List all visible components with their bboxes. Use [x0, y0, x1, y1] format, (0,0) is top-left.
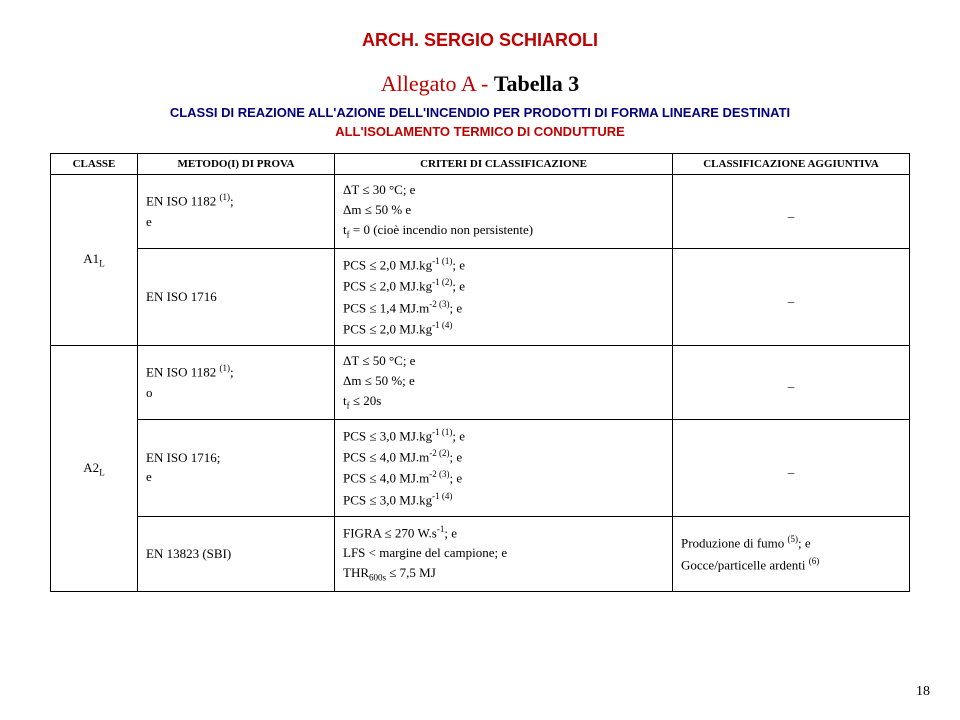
col-header-criteri: CRITERI DI CLASSIFICAZIONE [335, 154, 673, 175]
title-part1: Allegato A - [381, 71, 494, 96]
metodo-r3-sup: (1) [220, 363, 231, 373]
cell-classe-a1: A1L [51, 175, 138, 346]
crit-r4-3t: ; e [450, 471, 463, 486]
cell-extra-r3: _ [673, 345, 910, 419]
classe-a2-text: A2 [83, 460, 99, 475]
crit-r1-3b: = 0 (cioè incendio non persistente) [350, 222, 534, 237]
crit-r1-2: Δm ≤ 50 % e [343, 202, 664, 219]
classification-table: CLASSE METODO(I) DI PROVA CRITERI DI CLA… [50, 153, 910, 592]
extra-r5-1t: ; e [798, 536, 811, 551]
metodo-r3-tail: ; [230, 365, 234, 380]
crit-r3-3b: ≤ 20s [350, 393, 382, 408]
document-title: Allegato A - Tabella 3 [50, 71, 910, 97]
crit-r5-2: LFS < margine del campione; e [343, 545, 664, 562]
col-header-extra: CLASSIFICAZIONE AGGIUNTIVA [673, 154, 910, 175]
crit-r4-2s: -2 (2) [429, 448, 449, 458]
col-header-classe: CLASSE [51, 154, 138, 175]
crit-r2-3t: ; e [450, 300, 463, 315]
table-row: EN 13823 (SBI) FIGRA ≤ 270 W.s-1; e LFS … [51, 516, 910, 591]
crit-r2-3s: -2 (3) [429, 299, 449, 309]
metodo-r1-b: e [146, 214, 326, 231]
crit-r2-1s: -1 (1) [432, 256, 452, 266]
crit-r1-1: ΔT ≤ 30 °C; e [343, 182, 664, 199]
crit-r3-1: ΔT ≤ 50 °C; e [343, 353, 664, 370]
crit-r5-3b: ≤ 7,5 MJ [386, 565, 436, 580]
crit-r4-2t: ; e [450, 450, 463, 465]
metodo-r3-a: EN ISO 1182 [146, 365, 220, 380]
cell-metodo-r3: EN ISO 1182 (1); o [138, 345, 335, 419]
table-row: A1L EN ISO 1182 (1); e ΔT ≤ 30 °C; e Δm … [51, 175, 910, 249]
metodo-r1-a: EN ISO 1182 [146, 194, 220, 209]
subtitle-line2: ALL'ISOLAMENTO TERMICO DI CONDUTTURE [50, 124, 910, 139]
subtitle-line1: CLASSI DI REAZIONE ALL'AZIONE DELL'INCEN… [50, 105, 910, 120]
cell-metodo-r4: EN ISO 1716; e [138, 420, 335, 517]
crit-r4-4a: PCS ≤ 3,0 MJ.kg [343, 492, 432, 507]
crit-r4-3a: PCS ≤ 4,0 MJ.m [343, 471, 429, 486]
metodo-r3-b: o [146, 385, 326, 402]
col-header-metodo: METODO(I) DI PROVA [138, 154, 335, 175]
crit-r2-1a: PCS ≤ 2,0 MJ.kg [343, 257, 432, 272]
crit-r4-1s: -1 (1) [432, 427, 452, 437]
crit-r2-4s: -1 (4) [432, 320, 452, 330]
table-row: A2L EN ISO 1182 (1); o ΔT ≤ 50 °C; e Δm … [51, 345, 910, 419]
table-header-row: CLASSE METODO(I) DI PROVA CRITERI DI CLA… [51, 154, 910, 175]
classe-a1-text: A1 [83, 251, 99, 266]
crit-r2-3a: PCS ≤ 1,4 MJ.m [343, 300, 429, 315]
cell-extra-r4: _ [673, 420, 910, 517]
crit-r5-1t: ; e [444, 525, 457, 540]
cell-extra-r2: _ [673, 249, 910, 346]
crit-r4-3s: -2 (3) [429, 469, 449, 479]
crit-r2-2a: PCS ≤ 2,0 MJ.kg [343, 279, 432, 294]
table-row: EN ISO 1716; e PCS ≤ 3,0 MJ.kg-1 (1); e … [51, 420, 910, 517]
crit-r5-1a: FIGRA ≤ 270 W.s [343, 525, 437, 540]
cell-criteri-r3: ΔT ≤ 50 °C; e Δm ≤ 50 %; e tf ≤ 20s [335, 345, 673, 419]
cell-criteri-r5: FIGRA ≤ 270 W.s-1; e LFS < margine del c… [335, 516, 673, 591]
extra-r5-2a: Gocce/particelle ardenti [681, 557, 809, 572]
crit-r2-4a: PCS ≤ 2,0 MJ.kg [343, 321, 432, 336]
cell-metodo-r1: EN ISO 1182 (1); e [138, 175, 335, 249]
metodo-r1-tail: ; [230, 194, 234, 209]
cell-classe-a2: A2L [51, 345, 138, 591]
cell-metodo-r5: EN 13823 (SBI) [138, 516, 335, 591]
crit-r4-1a: PCS ≤ 3,0 MJ.kg [343, 428, 432, 443]
crit-r5-3a: THR [343, 565, 369, 580]
crit-r5-3sub: 600s [369, 573, 386, 583]
classe-a2-sub: L [99, 467, 105, 477]
crit-r4-4s: -1 (4) [432, 491, 452, 501]
metodo-r4-b: e [146, 469, 326, 486]
cell-criteri-r1: ΔT ≤ 30 °C; e Δm ≤ 50 % e tf = 0 (cioè i… [335, 175, 673, 249]
cell-extra-r1: _ [673, 175, 910, 249]
title-part2: Tabella 3 [494, 71, 579, 96]
crit-r2-2s: -1 (2) [432, 277, 452, 287]
crit-r2-2t: ; e [452, 279, 465, 294]
cell-extra-r5: Produzione di fumo (5); e Gocce/particel… [673, 516, 910, 591]
document-header: ARCH. SERGIO SCHIAROLI [50, 30, 910, 51]
metodo-r1-sup: (1) [220, 192, 231, 202]
extra-r5-1a: Produzione di fumo [681, 536, 788, 551]
extra-r5-2s: (6) [809, 556, 820, 566]
metodo-r5: EN 13823 (SBI) [146, 546, 326, 563]
page-number: 18 [916, 684, 930, 700]
metodo-r4-a: EN ISO 1716; [146, 450, 326, 467]
extra-r5-1s: (5) [788, 534, 799, 544]
cell-metodo-r2: EN ISO 1716 [138, 249, 335, 346]
crit-r2-1t: ; e [452, 257, 465, 272]
cell-criteri-r2: PCS ≤ 2,0 MJ.kg-1 (1); e PCS ≤ 2,0 MJ.kg… [335, 249, 673, 346]
crit-r4-1t: ; e [452, 428, 465, 443]
classe-a1-sub: L [99, 259, 105, 269]
crit-r3-2: Δm ≤ 50 %; e [343, 373, 664, 390]
crit-r4-2a: PCS ≤ 4,0 MJ.m [343, 450, 429, 465]
metodo-r2: EN ISO 1716 [146, 289, 326, 306]
table-row: EN ISO 1716 PCS ≤ 2,0 MJ.kg-1 (1); e PCS… [51, 249, 910, 346]
cell-criteri-r4: PCS ≤ 3,0 MJ.kg-1 (1); e PCS ≤ 4,0 MJ.m-… [335, 420, 673, 517]
